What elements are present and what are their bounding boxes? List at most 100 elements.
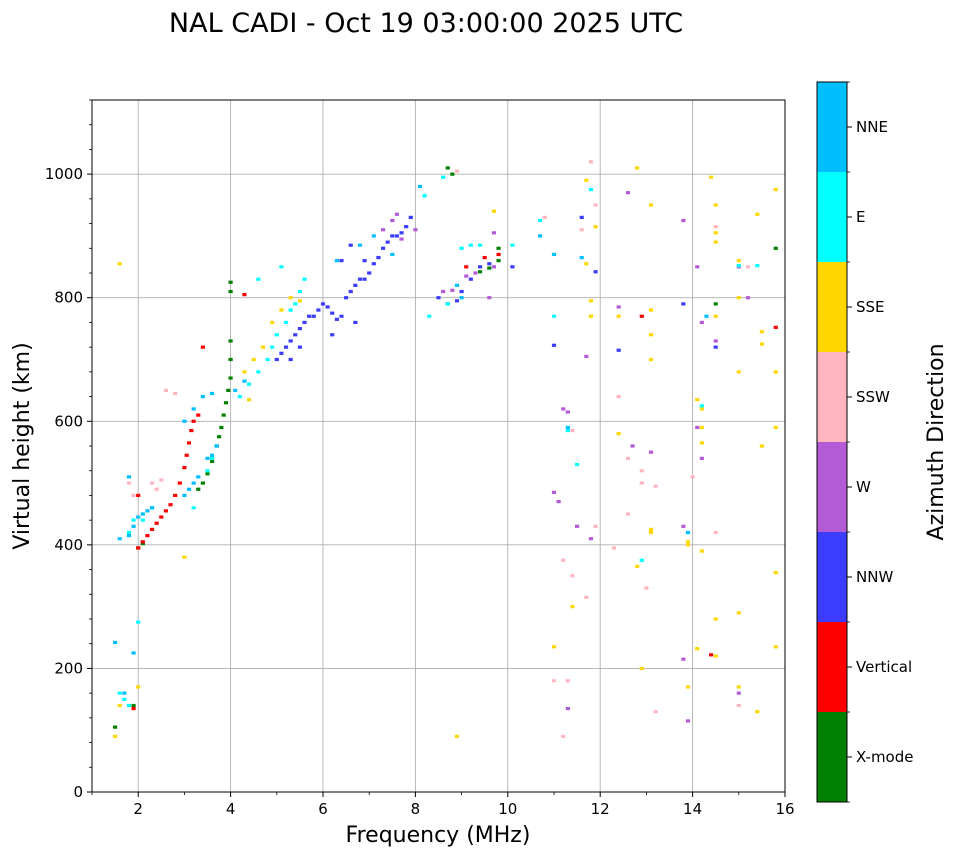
data-point [648,308,654,312]
data-point [131,524,136,528]
data-point [736,370,741,374]
data-point [648,203,654,207]
data-point [561,558,566,562]
colorbar-swatch [817,82,847,172]
data-point [611,546,617,550]
data-point [348,289,353,294]
data-point [140,512,145,516]
data-point [226,388,231,392]
data-point [191,419,196,423]
data-point [699,320,704,325]
data-point [491,265,497,269]
data-point [713,530,718,535]
data-point [297,327,302,331]
data-point [260,345,266,349]
plot-area: 2 4 6 8 10 12 14 16 0 200 400 600 800 1000 [45,99,795,818]
data-point [256,277,261,281]
data-point [773,325,778,329]
data-point [616,432,621,436]
data-point [205,469,210,473]
data-point [625,456,630,460]
data-point [348,243,353,247]
data-point [593,225,598,229]
data-point [117,703,122,708]
data-point [496,252,501,257]
series-ssw [126,160,751,738]
data-point [570,574,575,578]
data-point [699,456,704,460]
data-point [773,187,778,192]
colorbar-swatch [817,352,847,442]
data-point [173,493,178,498]
data-point [191,407,196,411]
data-point [616,348,621,352]
colorbar-swatch [817,712,847,802]
data-point [478,243,483,247]
data-point [251,357,256,362]
data-point [189,428,194,433]
data-point [427,314,432,318]
data-point [145,509,150,513]
data-point [713,314,718,318]
data-point [186,441,192,445]
data-point [588,314,594,318]
data-point [588,187,594,192]
data-point [297,289,302,294]
data-point [441,289,446,294]
data-point [459,246,464,250]
data-point [279,351,284,355]
data-point [579,215,584,219]
data-point [681,657,686,661]
data-point [616,314,621,318]
data-point [288,308,293,312]
data-point [325,305,330,309]
data-point [736,296,741,300]
colorbar-tick-label: NNW [856,568,893,586]
data-point [551,343,557,347]
data-point [468,277,473,281]
data-point [191,506,196,510]
data-point [270,345,275,349]
data-point [122,691,127,695]
data-point [242,293,247,297]
data-point [681,524,686,528]
data-point [648,530,654,535]
data-point [283,345,289,349]
data-point [593,270,598,274]
data-point [551,314,557,318]
data-point [736,685,741,689]
data-point [233,388,238,392]
data-point [473,271,478,275]
data-point [376,255,381,260]
data-point [542,215,547,219]
data-point [695,425,700,430]
data-point [126,530,132,535]
data-point [690,475,695,479]
data-point [184,453,189,457]
data-point [131,651,136,655]
data-point [131,706,136,711]
x-axis-label: Frequency (MHz) [346,823,531,848]
data-point [131,518,136,522]
data-point [344,296,349,300]
colorbar-swatch [817,622,847,712]
data-point [404,225,409,229]
data-point [210,459,215,464]
x-tick-label: 2 [133,800,143,818]
data-point [145,533,150,538]
data-point [283,320,289,325]
data-point [334,317,339,321]
data-point [745,265,751,269]
data-point [316,308,321,312]
data-point [464,274,469,278]
data-point [200,481,205,485]
data-point [339,314,344,318]
data-point [459,289,464,294]
data-point [177,481,182,485]
data-point [126,533,132,538]
data-point [487,266,492,270]
data-point [551,679,557,683]
data-point [288,357,293,362]
data-point [648,450,654,454]
data-point [551,645,557,649]
